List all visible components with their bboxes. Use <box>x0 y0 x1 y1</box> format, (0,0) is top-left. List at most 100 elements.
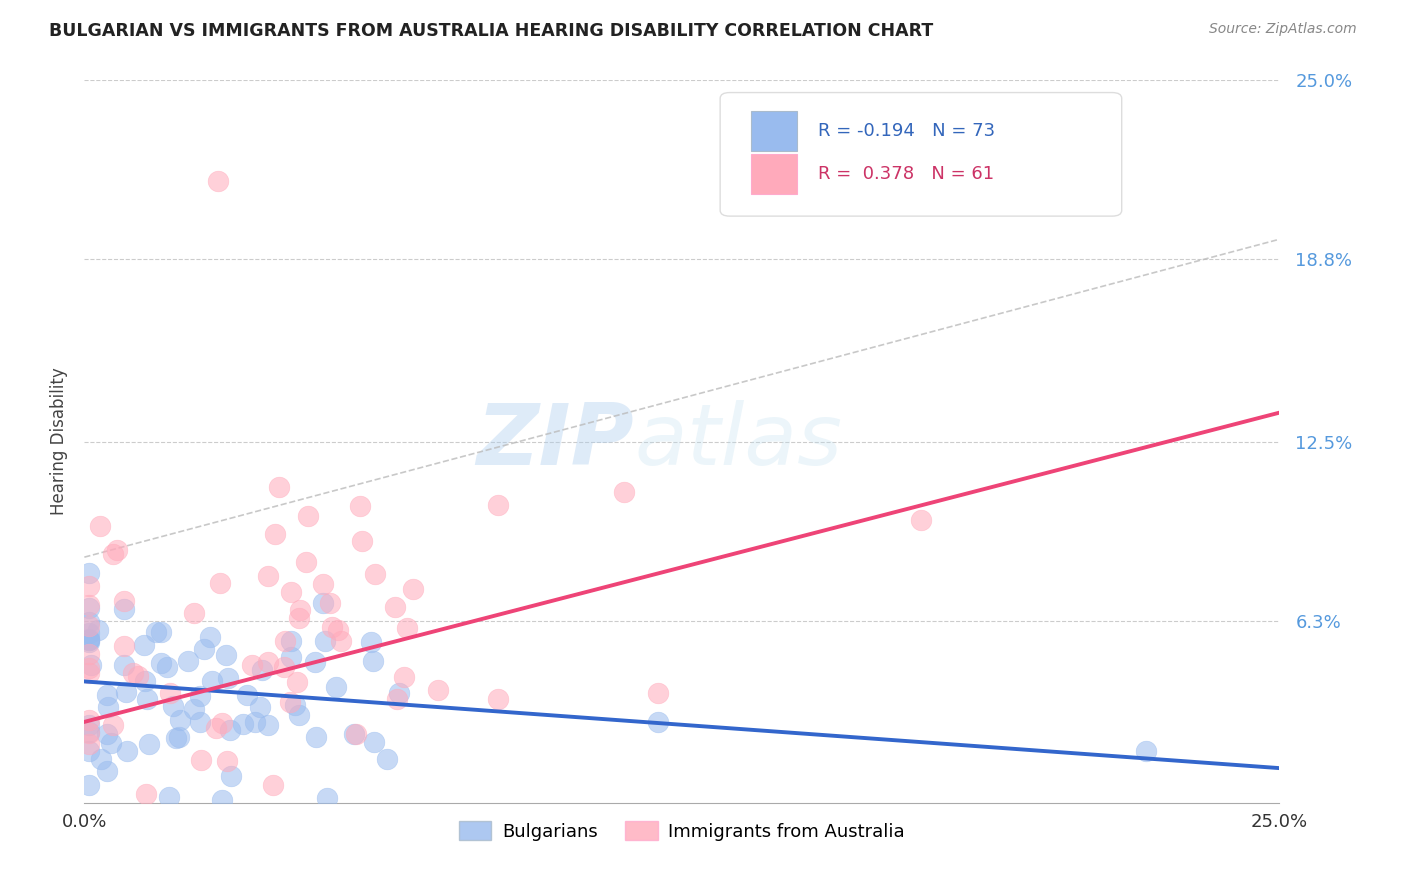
Immigrants from Australia <box>257 568 280 582</box>
Bulgarians <box>77 633 100 648</box>
Bulgarians <box>87 624 110 638</box>
Bulgarians <box>100 736 122 750</box>
Bulgarians <box>363 734 385 748</box>
Immigrants from Australia <box>344 727 367 741</box>
Immigrants from Australia <box>395 621 418 635</box>
Bulgarians <box>188 715 211 730</box>
Bulgarians <box>96 764 118 778</box>
Immigrants from Australia <box>392 670 415 684</box>
Bulgarians <box>232 716 254 731</box>
Immigrants from Australia <box>89 519 111 533</box>
Immigrants from Australia <box>159 686 181 700</box>
Bulgarians <box>157 789 180 804</box>
Bulgarians <box>165 731 187 745</box>
Immigrants from Australia <box>77 713 100 727</box>
Immigrants from Australia <box>217 754 239 768</box>
Immigrants from Australia <box>321 620 343 634</box>
Bulgarians <box>316 790 339 805</box>
Bulgarians <box>280 650 302 665</box>
Immigrants from Australia <box>486 692 509 706</box>
Text: R =  0.378   N = 61: R = 0.378 N = 61 <box>818 165 994 183</box>
Bulgarians <box>288 708 311 723</box>
Immigrants from Australia <box>364 566 387 581</box>
Immigrants from Australia <box>208 576 231 591</box>
Bulgarians <box>236 688 259 702</box>
Immigrants from Australia <box>77 726 100 740</box>
Bulgarians <box>304 655 326 669</box>
Bulgarians <box>243 714 266 729</box>
Bulgarians <box>162 699 184 714</box>
Immigrants from Australia <box>280 584 302 599</box>
Bulgarians <box>361 654 384 668</box>
Bulgarians <box>177 654 200 668</box>
Immigrants from Australia <box>101 547 124 561</box>
Bulgarians <box>96 726 118 740</box>
Bulgarians <box>360 634 382 648</box>
Immigrants from Australia <box>77 737 100 751</box>
Bulgarians <box>201 673 224 688</box>
Bulgarians <box>218 723 240 737</box>
Bulgarians <box>145 624 167 639</box>
Bulgarians <box>77 635 100 649</box>
Bulgarians <box>77 725 100 739</box>
Bulgarians <box>188 689 211 703</box>
Bulgarians <box>90 752 112 766</box>
Immigrants from Australia <box>183 606 205 620</box>
Bulgarians <box>134 638 156 652</box>
Bulgarians <box>647 714 669 729</box>
Bulgarians <box>77 744 100 758</box>
Immigrants from Australia <box>77 598 100 612</box>
Bulgarians <box>77 615 100 629</box>
Immigrants from Australia <box>267 480 290 494</box>
Bulgarians <box>314 633 336 648</box>
Bar <box>751 154 797 194</box>
Bulgarians <box>250 663 273 677</box>
Immigrants from Australia <box>285 675 308 690</box>
Text: Source: ZipAtlas.com: Source: ZipAtlas.com <box>1209 22 1357 37</box>
Bulgarians <box>325 681 347 695</box>
Bulgarians <box>136 692 159 706</box>
Immigrants from Australia <box>211 715 233 730</box>
Bulgarians <box>156 659 179 673</box>
Immigrants from Australia <box>288 610 311 624</box>
Bulgarians <box>77 625 100 640</box>
Immigrants from Australia <box>101 718 124 732</box>
Bulgarians <box>150 625 173 640</box>
Immigrants from Australia <box>274 634 297 648</box>
Immigrants from Australia <box>207 174 229 188</box>
Bulgarians <box>134 674 156 689</box>
Immigrants from Australia <box>910 512 932 526</box>
Immigrants from Australia <box>242 658 264 673</box>
Immigrants from Australia <box>263 527 285 541</box>
Immigrants from Australia <box>77 579 100 593</box>
Immigrants from Australia <box>330 634 353 648</box>
Bulgarians <box>215 648 238 663</box>
Immigrants from Australia <box>647 686 669 700</box>
Immigrants from Australia <box>105 543 128 558</box>
Immigrants from Australia <box>384 600 406 615</box>
Bulgarians <box>257 717 280 731</box>
Immigrants from Australia <box>77 661 100 675</box>
Text: BULGARIAN VS IMMIGRANTS FROM AUSTRALIA HEARING DISABILITY CORRELATION CHART: BULGARIAN VS IMMIGRANTS FROM AUSTRALIA H… <box>49 22 934 40</box>
Immigrants from Australia <box>262 778 284 792</box>
Immigrants from Australia <box>257 656 280 670</box>
Bulgarians <box>115 685 138 699</box>
Bulgarians <box>115 744 138 758</box>
Bulgarians <box>112 602 135 616</box>
Immigrants from Australia <box>121 666 143 681</box>
Bulgarians <box>284 698 307 713</box>
Bulgarians <box>138 737 160 751</box>
Bulgarians <box>305 730 328 744</box>
Immigrants from Australia <box>127 669 149 683</box>
Immigrants from Australia <box>135 787 157 801</box>
Immigrants from Australia <box>114 594 136 608</box>
Bulgarians <box>97 699 120 714</box>
Text: atlas: atlas <box>634 400 842 483</box>
Bulgarians <box>169 714 191 728</box>
Bulgarians <box>312 596 335 610</box>
Bulgarians <box>343 727 366 741</box>
Immigrants from Australia <box>297 508 319 523</box>
Bulgarians <box>388 686 411 700</box>
Bulgarians <box>96 688 118 702</box>
Bulgarians <box>211 793 233 807</box>
